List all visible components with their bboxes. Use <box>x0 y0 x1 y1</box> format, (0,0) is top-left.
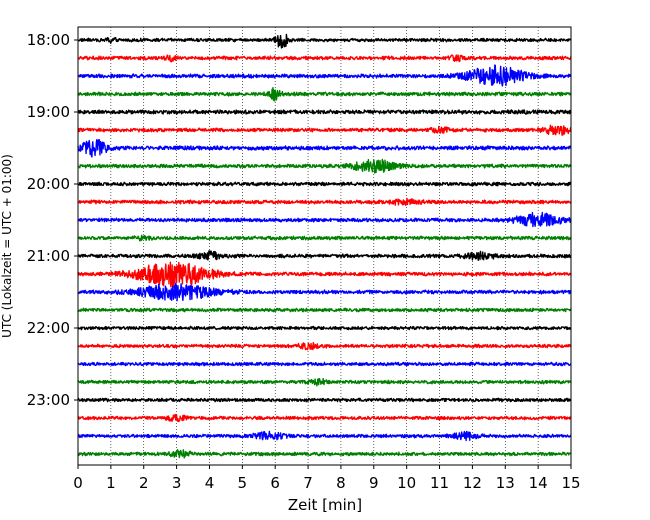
trace-row-2145 <box>77 307 572 313</box>
x-tick-label-12: 12 <box>463 474 482 492</box>
vertical-gridlines <box>110 27 539 465</box>
trace-row-1845 <box>77 87 572 102</box>
trace-row-2045 <box>77 234 572 242</box>
trace-row-1830 <box>77 64 572 87</box>
trace-row-2030 <box>77 211 572 228</box>
trace-row-2300 <box>77 397 572 403</box>
trace-row-1800 <box>77 33 572 49</box>
trace-row-1815 <box>77 54 572 63</box>
trace-row-1930 <box>77 138 572 158</box>
trace-row-2100 <box>77 250 572 262</box>
trace-row-1945 <box>77 158 572 174</box>
trace-row-2015 <box>77 197 572 206</box>
x-tick-label-8: 8 <box>336 474 346 492</box>
trace-row-2200 <box>77 325 572 331</box>
y-tick-label-2: 20:00 <box>27 175 70 193</box>
x-tick-label-5: 5 <box>238 474 248 492</box>
trace-row-1915 <box>77 124 572 136</box>
x-tick-label-3: 3 <box>172 474 182 492</box>
y-tick-label-1: 19:00 <box>27 103 70 121</box>
trace-row-2130 <box>77 282 572 302</box>
x-tick-label-10: 10 <box>397 474 416 492</box>
x-axis-ticks: 0 1 2 3 4 5 6 7 8 9 10 11 12 13 14 15 <box>73 465 581 492</box>
plot-frame <box>77 26 572 466</box>
trace-row-2345 <box>77 449 572 459</box>
trace-row-2215 <box>77 342 572 351</box>
trace-row-1900 <box>77 109 572 115</box>
x-tick-label-0: 0 <box>73 474 83 492</box>
y-tick-label-0: 18:00 <box>27 31 70 49</box>
trace-row-2230 <box>77 361 572 367</box>
y-tick-label-5: 23:00 <box>27 391 70 409</box>
y-axis-label: UTC (Lokalzeit = UTC + 01:00) <box>0 154 14 338</box>
y-tick-label-3: 21:00 <box>27 247 70 265</box>
x-tick-label-11: 11 <box>430 474 449 492</box>
trace-row-2315 <box>77 413 572 423</box>
x-tick-label-13: 13 <box>496 474 515 492</box>
x-tick-label-1: 1 <box>106 474 116 492</box>
x-tick-label-9: 9 <box>369 474 379 492</box>
trace-row-2330 <box>77 430 572 442</box>
x-tick-label-2: 2 <box>139 474 149 492</box>
trace-row-2000 <box>77 181 572 187</box>
trace-row-2115 <box>77 261 572 289</box>
x-tick-label-4: 4 <box>205 474 215 492</box>
y-tick-label-4: 22:00 <box>27 319 70 337</box>
y-axis-ticks: 18:00 19:00 20:00 21:00 22:00 23:00 <box>27 31 78 409</box>
seismogram-traces <box>77 33 572 459</box>
x-tick-label-7: 7 <box>303 474 313 492</box>
x-axis-label: Zeit [min] <box>288 496 362 514</box>
x-tick-label-14: 14 <box>529 474 548 492</box>
trace-row-2245 <box>77 377 572 387</box>
x-tick-label-15: 15 <box>561 474 580 492</box>
x-tick-label-6: 6 <box>270 474 280 492</box>
